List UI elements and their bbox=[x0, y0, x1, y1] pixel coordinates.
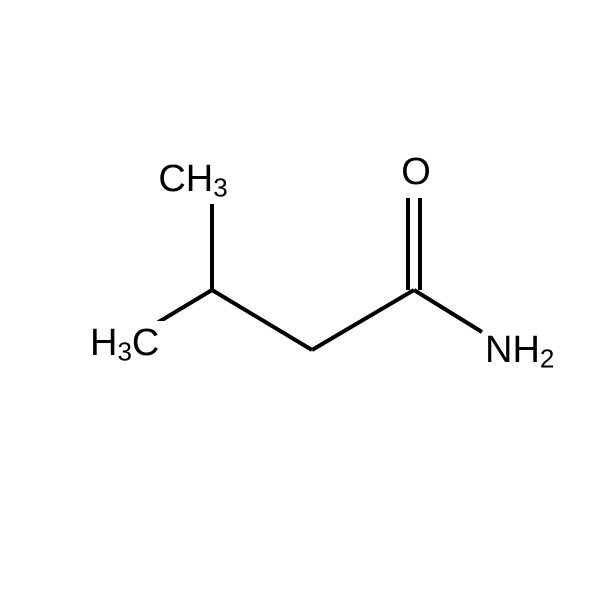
molecule-diagram: H3CCH3ONH2 bbox=[0, 0, 600, 600]
label-o: O bbox=[401, 151, 431, 193]
